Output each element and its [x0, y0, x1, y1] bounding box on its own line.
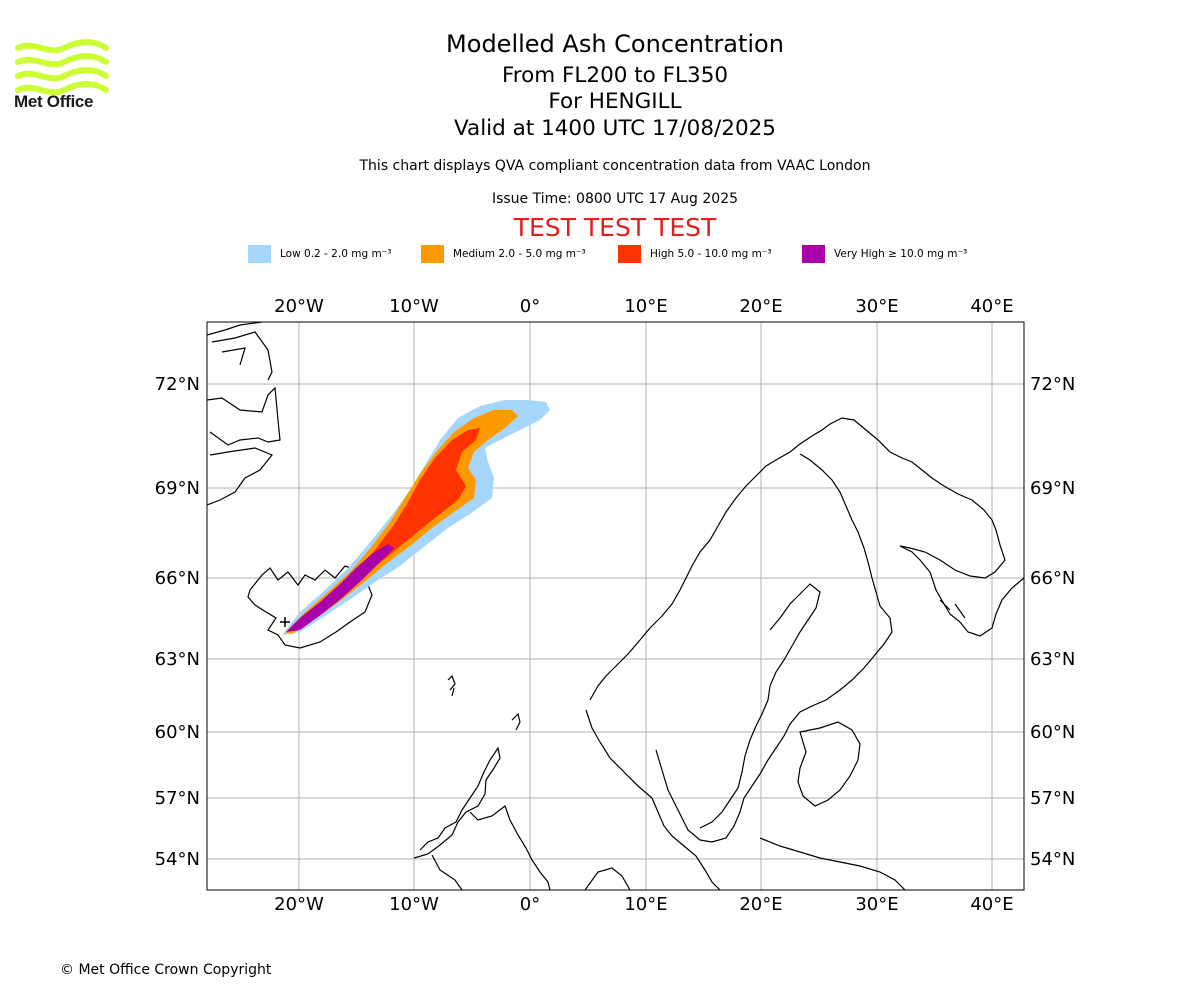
lon-tick-bottom-40e: 40°E [970, 894, 1013, 915]
lon-tick-bottom-10w: 10°W [389, 894, 439, 915]
lat-tick-left-69n: 69°N [155, 478, 200, 499]
legend-label-low: Low 0.2 - 2.0 mg m⁻³ [280, 248, 392, 260]
lat-tick-right-54n: 54°N [1030, 849, 1075, 870]
legend-label-high: High 5.0 - 10.0 mg m⁻³ [650, 248, 772, 260]
lon-tick-top-0: 0° [520, 296, 540, 317]
chart-description: This chart displays QVA compliant concen… [359, 158, 871, 174]
map-gridlines [207, 322, 1024, 890]
lon-tick-top-20w: 20°W [274, 296, 324, 317]
lat-tick-left-66n: 66°N [155, 568, 200, 589]
legend-item-high: High 5.0 - 10.0 mg m⁻³ [618, 244, 772, 264]
uk-coastline [413, 746, 551, 890]
map-frame [206, 321, 1025, 891]
lat-tick-left-72n: 72°N [155, 374, 200, 395]
scandinavia-coastline [584, 417, 1006, 890]
flight-level-range: From FL200 to FL350 [501, 63, 729, 88]
ash-plume-high [287, 428, 480, 632]
legend-swatch-low [248, 245, 271, 263]
coastlines [207, 322, 1024, 890]
volcano-marker-icon [280, 617, 290, 627]
met-office-logo-icon [15, 39, 109, 96]
lat-tick-left-63n: 63°N [155, 649, 200, 670]
lon-tick-bottom-20e: 20°E [739, 894, 782, 915]
legend-label-medium: Medium 2.0 - 5.0 mg m⁻³ [453, 248, 586, 260]
lat-tick-right-72n: 72°N [1030, 374, 1075, 395]
lat-tick-left-57n: 57°N [155, 788, 200, 809]
ash-plume-very-high [286, 544, 394, 632]
lon-tick-top-10e: 10°E [624, 296, 667, 317]
logo-text: Met Office [14, 92, 94, 111]
legend-swatch-very-high [802, 245, 825, 263]
iceland-coastline [247, 565, 373, 649]
lon-tick-bottom-0: 0° [520, 894, 540, 915]
lat-tick-left-54n: 54°N [155, 849, 200, 870]
lat-tick-right-60n: 60°N [1030, 722, 1075, 743]
lon-tick-top-30e: 30°E [855, 296, 898, 317]
lon-tick-top-10w: 10°W [389, 296, 439, 317]
legend-swatch-high [618, 245, 641, 263]
copyright-notice: © Met Office Crown Copyright [60, 962, 272, 978]
legend-item-very-high: Very High ≥ 10.0 mg m⁻³ [802, 244, 967, 264]
lat-tick-right-63n: 63°N [1030, 649, 1075, 670]
volcano-name: For HENGILL [548, 89, 682, 114]
valid-time: Valid at 1400 UTC 17/08/2025 [453, 116, 776, 141]
chart-title: Modelled Ash Concentration [446, 30, 784, 58]
legend-item-medium: Medium 2.0 - 5.0 mg m⁻³ [421, 244, 586, 264]
lat-tick-right-66n: 66°N [1030, 568, 1075, 589]
issue-time: Issue Time: 0800 UTC 17 Aug 2025 [491, 191, 739, 207]
legend-swatch-medium [421, 245, 444, 263]
lat-tick-right-57n: 57°N [1030, 788, 1075, 809]
lat-tick-left-60n: 60°N [155, 722, 200, 743]
lon-tick-top-20e: 20°E [739, 296, 782, 317]
legend-label-very-high: Very High ≥ 10.0 mg m⁻³ [834, 248, 968, 260]
lat-tick-right-69n: 69°N [1030, 478, 1075, 499]
legend-item-low: Low 0.2 - 2.0 mg m⁻³ [248, 244, 391, 264]
lon-tick-bottom-20w: 20°W [274, 894, 324, 915]
test-banner: TEST TEST TEST [513, 213, 717, 242]
lon-tick-top-40e: 40°E [970, 296, 1013, 317]
lon-tick-bottom-10e: 10°E [624, 894, 667, 915]
lon-tick-bottom-30e: 30°E [855, 894, 898, 915]
